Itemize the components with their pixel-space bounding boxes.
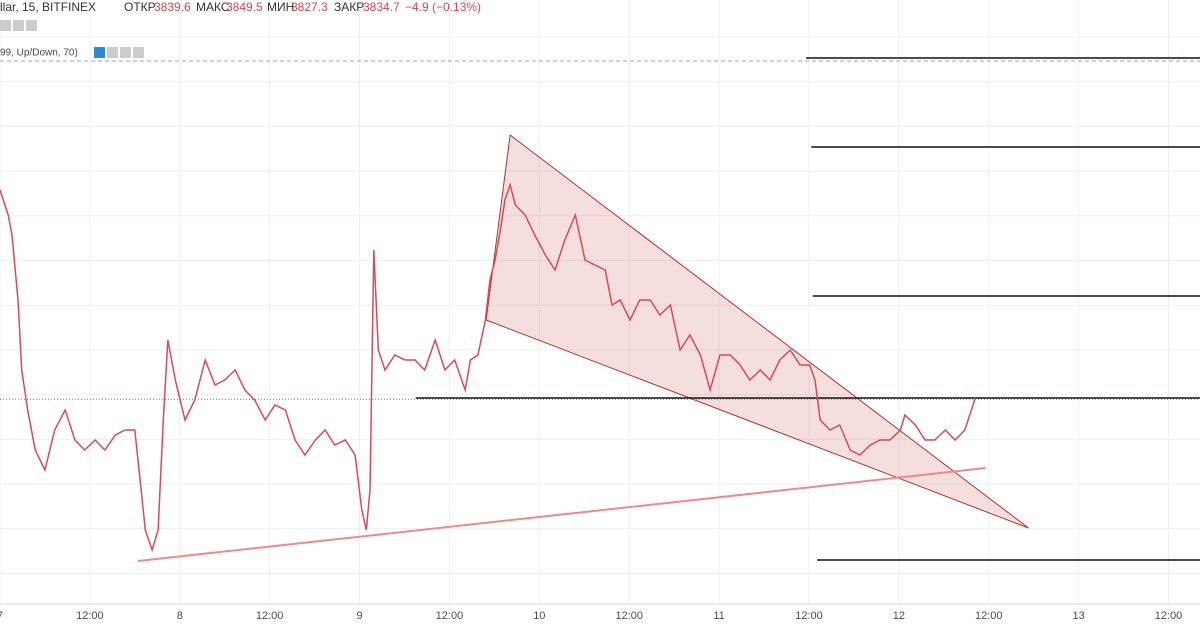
change: −4.9 (−0.13%): [405, 0, 481, 14]
close-button[interactable]: [133, 47, 144, 58]
x-tick-label: 12:00: [795, 610, 823, 622]
x-tick-label: 11: [713, 610, 724, 622]
x-tick-label: 12:00: [76, 610, 104, 622]
high-value: 3849.5: [226, 0, 263, 14]
indicator: 99, Up/Down, 70): [0, 48, 78, 59]
price-series: [0, 182, 977, 553]
x-tick-label: 12:00: [975, 610, 1003, 622]
low-value: 3827.3: [291, 0, 328, 14]
settings-button[interactable]: [0, 20, 11, 31]
x-tick-label: 12: [893, 610, 905, 622]
open-value: 3839.6: [154, 0, 191, 14]
close-value: 3834.7: [363, 0, 400, 14]
settings-button[interactable]: [107, 47, 118, 58]
x-tick-label: 12:00: [256, 610, 284, 622]
x-tick-label: 9: [356, 610, 362, 622]
x-tick-label: 12:00: [1155, 610, 1183, 622]
x-tick-label: 12:00: [615, 610, 643, 622]
add-button[interactable]: [120, 47, 131, 58]
open-label: ОТКР: [124, 0, 156, 14]
wedge: [485, 134, 1029, 529]
x-tick-label: 13: [1073, 610, 1085, 622]
add-button[interactable]: [13, 20, 24, 31]
close-button[interactable]: [26, 20, 37, 31]
time-axis: [0, 604, 1200, 630]
x-tick-label: 12:00: [436, 610, 464, 622]
close-label: ЗАКР: [334, 0, 364, 14]
trendline: [137, 467, 986, 562]
x-tick-label: 10: [533, 610, 545, 622]
eye-button[interactable]: [94, 47, 105, 58]
high-label: МАКС: [196, 0, 230, 14]
symbol: llar, 15, BITFINEX: [0, 0, 96, 14]
x-tick-label: 7: [0, 610, 3, 622]
low-label: МИН: [267, 0, 294, 14]
x-tick-label: 8: [177, 610, 183, 622]
legend: llar, 15, BITFINEX ОТКР 3839.6 МАКС 3849…: [0, 0, 481, 59]
